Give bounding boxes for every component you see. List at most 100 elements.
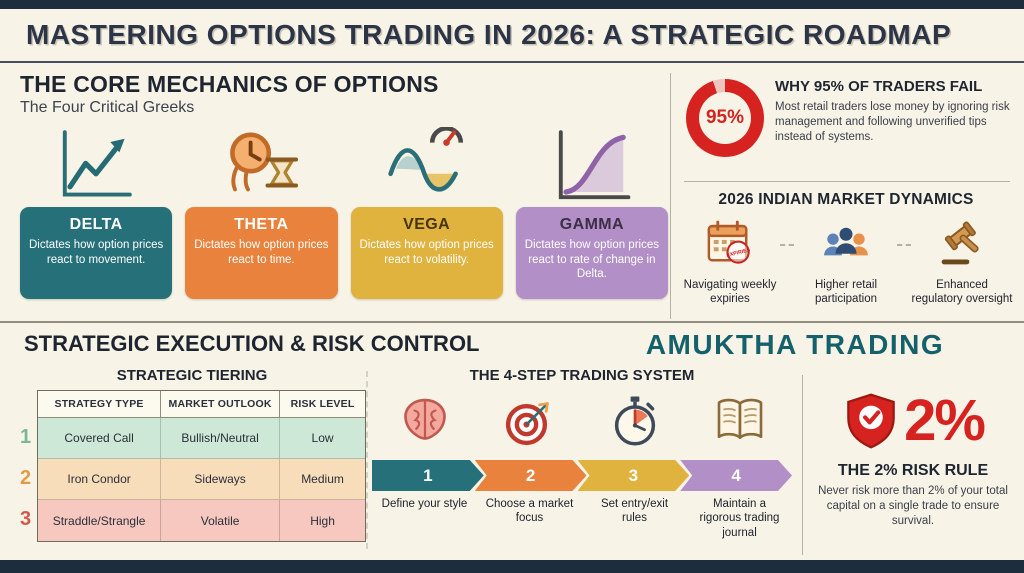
step-arrow-2: 2 — [475, 460, 587, 491]
table-row: Iron Condor Sideways Medium — [38, 459, 365, 500]
greek-desc: Dictates how option prices react to time… — [194, 239, 329, 266]
market-dynamics-section: 2026 INDIAN MARKET DYNAMICS EXPIRIES — [678, 191, 1014, 306]
strategic-tiering-section: STRATEGIC TIERING 1 2 3 STRATEGY TYPE MA… — [18, 367, 366, 542]
calendar-icon: EXPIRIES — [707, 220, 751, 264]
tier-row-numbers: 1 2 3 — [18, 390, 33, 542]
gavel-icon — [941, 221, 979, 265]
cell-outlook: Bullish/Neutral — [161, 418, 281, 459]
trading-system-section: THE 4-STEP TRADING SYSTEM — [372, 367, 792, 540]
core-mechanics-section: THE CORE MECHANICS OF OPTIONS The Four C… — [20, 71, 668, 299]
greek-name: DELTA — [69, 216, 123, 233]
step-label: Choose a market focus — [485, 498, 574, 525]
step-arrow-1: 1 — [372, 460, 484, 491]
tiering-table-wrap: 1 2 3 STRATEGY TYPE MARKET OUTLOOK RISK … — [18, 390, 366, 542]
horizontal-divider — [684, 181, 1010, 182]
dynamic-label: Navigating weekly expiries — [683, 279, 777, 306]
strategic-execution-title: STRATEGIC EXECUTION & RISK CONTROL — [24, 331, 480, 356]
core-mechanics-title: THE CORE MECHANICS OF OPTIONS — [20, 71, 439, 97]
table-header-row: STRATEGY TYPE MARKET OUTLOOK RISK LEVEL — [38, 391, 365, 418]
tier-number: 3 — [19, 508, 32, 530]
fail-text: WHY 95% OF TRADERS FAIL Most retail trad… — [775, 78, 1014, 157]
table-row: Covered Call Bullish/Neutral Low — [38, 418, 365, 459]
greek-name: VEGA — [403, 216, 451, 233]
fail-title: WHY 95% OF TRADERS FAIL — [775, 78, 983, 95]
cell-strategy: Iron Condor — [38, 459, 162, 500]
greek-card-theta: THETA Dictates how option prices react t… — [185, 125, 338, 299]
trading-system-arrows: 1 2 3 4 — [372, 460, 792, 491]
cell-risk: Low — [280, 418, 365, 459]
greeks-grid: DELTA Dictates how option prices react t… — [20, 125, 668, 299]
stopwatch-icon — [582, 391, 687, 451]
greek-desc: Dictates how option prices react to rate… — [524, 239, 659, 281]
fail-rate-stat: 95% — [699, 92, 751, 144]
trading-system-labels: Define your style Choose a market focus … — [372, 497, 792, 540]
risk-rule-desc: Never risk more than 2% of your total ca… — [818, 485, 1008, 528]
greek-card: DELTA Dictates how option prices react t… — [20, 207, 173, 299]
shield-check-icon — [847, 393, 895, 449]
dynamic-item-retail: Higher retail participation — [794, 218, 898, 306]
dynamic-label: Enhanced regulatory oversight — [911, 279, 1013, 306]
step-label: Maintain a rigorous trading journal — [699, 498, 780, 539]
core-mechanics-subtitle: The Four Critical Greeks — [20, 99, 195, 116]
greek-card: THETA Dictates how option prices react t… — [185, 207, 338, 299]
brain-icon — [372, 391, 477, 451]
melting-clock-hourglass-icon — [219, 125, 303, 207]
tier-number: 1 — [19, 426, 32, 448]
greek-card-vega: VEGA Dictates how option prices react to… — [350, 125, 503, 299]
main-horizontal-divider — [0, 321, 1024, 323]
acceleration-curve-icon — [550, 125, 634, 207]
greek-desc: Dictates how option prices react to vola… — [359, 239, 494, 266]
step-label: Define your style — [381, 498, 468, 510]
journal-icon — [687, 391, 792, 451]
tiering-table: STRATEGY TYPE MARKET OUTLOOK RISK LEVEL … — [37, 390, 366, 542]
tiering-title: STRATEGIC TIERING — [116, 367, 268, 384]
trading-system-icons — [372, 391, 792, 451]
line-chart-arrow-icon — [54, 125, 138, 207]
step-arrow-4: 4 — [680, 460, 792, 491]
greek-card-delta: DELTA Dictates how option prices react t… — [20, 125, 173, 299]
trading-system-title: THE 4-STEP TRADING SYSTEM — [469, 367, 695, 384]
column-header: STRATEGY TYPE — [38, 391, 162, 418]
cell-strategy: Straddle/Strangle — [38, 500, 162, 541]
dashed-connector — [780, 244, 794, 246]
table-row: Straddle/Strangle Volatile High — [38, 500, 365, 541]
tier-number: 2 — [19, 467, 32, 489]
greek-card: VEGA Dictates how option prices react to… — [350, 207, 503, 299]
header-banner: MASTERING OPTIONS TRADING IN 2026: A STR… — [0, 9, 1024, 63]
column-header: RISK LEVEL — [280, 391, 365, 418]
page-title: MASTERING OPTIONS TRADING IN 2026: A STR… — [26, 19, 952, 50]
greek-name: THETA — [234, 216, 289, 233]
cell-outlook: Volatile — [161, 500, 281, 541]
greek-desc: Dictates how option prices react to move… — [29, 239, 164, 266]
people-group-icon — [824, 227, 868, 256]
volatility-wave-gauge-icon — [385, 125, 469, 207]
risk-rule-title: THE 2% RISK RULE — [837, 462, 989, 479]
step-arrow-3: 3 — [578, 460, 690, 491]
cell-risk: High — [280, 500, 365, 541]
risk-rule-section: 2% THE 2% RISK RULE Never risk more than… — [812, 387, 1014, 530]
greek-name: GAMMA — [559, 216, 624, 233]
dynamic-label: Higher retail participation — [814, 279, 877, 306]
expiries-stamp: EXPIRIES — [726, 247, 751, 259]
greek-card-gamma: GAMMA Dictates how option prices react t… — [515, 125, 668, 299]
step-label: Set entry/exit rules — [600, 498, 669, 525]
traders-fail-section: 95% WHY 95% OF TRADERS FAIL Most retail … — [686, 78, 1014, 157]
risk-rule-stat-row: 2% — [812, 387, 1014, 455]
column-header: MARKET OUTLOOK — [161, 391, 281, 418]
fail-rate-donut: 95% — [686, 79, 764, 157]
target-icon — [477, 391, 582, 451]
dynamic-item-expiries: EXPIRIES Navigating weekly expiries — [678, 218, 782, 306]
vertical-divider — [670, 73, 671, 319]
greek-card: GAMMA Dictates how option prices react t… — [515, 207, 668, 299]
vertical-divider — [802, 375, 803, 555]
market-dynamics-title: 2026 INDIAN MARKET DYNAMICS — [718, 191, 974, 208]
dynamic-item-regulatory: Enhanced regulatory oversight — [910, 218, 1014, 306]
cell-strategy: Covered Call — [38, 418, 162, 459]
market-dynamics-row: EXPIRIES Navigating weekly expiries High… — [678, 218, 1014, 306]
dashed-vertical-divider — [366, 371, 368, 549]
dashed-connector — [897, 244, 911, 246]
cell-outlook: Sideways — [161, 459, 281, 500]
cell-risk: Medium — [280, 459, 365, 500]
fail-desc: Most retail traders lose money by ignori… — [775, 100, 1010, 143]
